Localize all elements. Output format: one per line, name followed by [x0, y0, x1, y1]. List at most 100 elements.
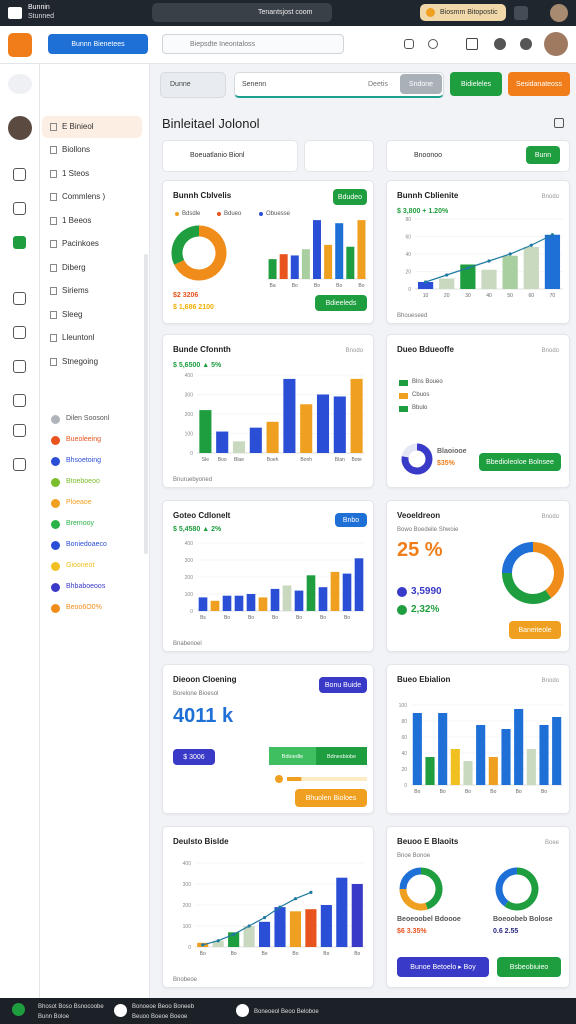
toolbar-button[interactable]: Bidieleles	[450, 72, 502, 96]
nav-item[interactable]: Diberg	[62, 262, 86, 272]
primary-button[interactable]: Bunnn Bienetees	[48, 34, 148, 54]
address-bar[interactable]	[152, 3, 332, 22]
card-button[interactable]: Bhuolen Bioloes	[295, 789, 367, 807]
tag-label[interactable]: Btoeboeoo	[66, 478, 100, 485]
card-button[interactable]: $ 3006	[173, 749, 215, 765]
card-button[interactable]: Baneiteole	[509, 621, 561, 639]
rail-icon[interactable]	[13, 458, 26, 471]
tag-label[interactable]: Boniedoaeco	[66, 541, 107, 548]
badge[interactable]: Bonu Buide	[319, 677, 367, 693]
x-tick-label: Bo	[465, 789, 471, 795]
menu-button[interactable]	[8, 74, 32, 94]
user-avatar[interactable]	[8, 116, 32, 140]
toolbar-button[interactable]: Sesidanateoss	[508, 72, 570, 96]
icon-rail	[0, 64, 40, 998]
bar	[294, 590, 304, 611]
filter-card[interactable]	[162, 140, 298, 172]
tag-label[interactable]: Ploeaoe	[66, 499, 92, 506]
nav-item[interactable]: Commlens )	[62, 192, 106, 201]
search-placeholder: Biepsdte Ineontaloss	[190, 41, 255, 48]
logo[interactable]	[8, 33, 32, 57]
rail-icon[interactable]	[13, 326, 26, 339]
badge[interactable]: Bnbo	[335, 513, 367, 527]
icon[interactable]	[520, 38, 532, 50]
expand-icon[interactable]	[554, 118, 564, 128]
bar	[488, 757, 498, 785]
bar	[523, 247, 539, 289]
icon[interactable]	[404, 39, 414, 49]
icon[interactable]	[466, 38, 478, 50]
search-input[interactable]	[162, 34, 344, 54]
select[interactable]	[160, 72, 226, 98]
tag-label[interactable]: Dilen Soosonl	[66, 415, 110, 422]
rail-icon[interactable]	[13, 424, 26, 437]
rail-icon[interactable]	[13, 292, 26, 305]
tag-label[interactable]: Giooneot	[66, 562, 95, 569]
rail-icon[interactable]	[13, 236, 26, 249]
card-chart: Bdioedle Bdnesbiobe	[269, 747, 367, 783]
line-point	[201, 943, 205, 947]
nav-item[interactable]: 1 Steos	[62, 168, 90, 178]
tag-label[interactable]: Bhbaboeoos	[66, 583, 106, 590]
account-pill[interactable]	[420, 4, 506, 21]
top-bar: Bunnin Stunned Tenantsjost coom Biosmm B…	[0, 0, 576, 26]
card-button[interactable]: Bsbeobiuieo	[497, 957, 561, 977]
profile[interactable]	[550, 4, 568, 22]
y-tick-label: 100	[399, 703, 408, 709]
stat: $35%	[437, 460, 455, 467]
bar	[351, 884, 363, 947]
nav-item[interactable]: Siriems	[62, 286, 89, 295]
nav-item[interactable]: Sleeg	[62, 309, 83, 319]
line-point	[550, 233, 555, 237]
bar	[270, 588, 280, 611]
legend-swatch	[217, 212, 221, 216]
search-text: Senenn	[242, 81, 267, 88]
ext-icon[interactable]	[514, 6, 528, 20]
icon[interactable]	[428, 39, 438, 49]
nav-item[interactable]: 1 Beeos	[62, 215, 92, 225]
icon[interactable]	[494, 38, 506, 50]
avatar[interactable]	[544, 32, 568, 56]
card-button[interactable]: Bbedioleoloe Bolnsee	[479, 453, 561, 471]
nav-item[interactable]: Pacinkoes	[62, 239, 99, 248]
tag-label[interactable]: Bremooy	[66, 520, 95, 527]
active-item[interactable]	[42, 116, 142, 138]
nav-item[interactable]: Stnegoing	[62, 356, 99, 366]
filter-card[interactable]	[304, 140, 374, 172]
x-tick-label: Bote	[351, 457, 362, 463]
card: 0 20 40 60 80 100 Bo Bo Bo Bo Bo Bo Bueo Ebialion Bno…	[386, 664, 570, 814]
nav-item[interactable]: Biollons	[62, 145, 91, 154]
nav-item[interactable]: Lleuntonl	[62, 333, 95, 342]
tag-label[interactable]: Bhsoetoing	[66, 457, 102, 464]
bar	[439, 278, 455, 289]
toolbar-button[interactable]: Sndone	[400, 74, 442, 94]
bar	[246, 594, 256, 611]
y-tick-label: 400	[185, 373, 194, 379]
legend-swatch	[399, 380, 408, 386]
badge[interactable]: Bdudeo	[333, 189, 367, 205]
tag-dot	[51, 520, 60, 529]
x-tick-label: Bo	[272, 615, 278, 621]
line	[202, 891, 312, 946]
bar	[460, 264, 476, 289]
bar	[279, 254, 288, 279]
rail-icon[interactable]	[13, 202, 26, 215]
tag-label[interactable]: Beoo6O0%	[66, 604, 102, 611]
card-button[interactable]: Bunoe Betoelo ▸ Boy	[397, 957, 489, 977]
bar	[346, 246, 355, 279]
line-point	[247, 924, 251, 928]
tag-dot	[51, 604, 60, 613]
filter-button[interactable]: Bunn	[526, 146, 560, 164]
x-tick-label: Bo	[292, 951, 298, 957]
item-icon	[50, 216, 57, 225]
rail-icon[interactable]	[13, 168, 26, 181]
rail-icon[interactable]	[13, 394, 26, 407]
stat: 2,32%	[411, 604, 440, 615]
bar	[357, 220, 366, 279]
rail-icon[interactable]	[13, 360, 26, 373]
nav-item[interactable]: E Binieol	[62, 122, 94, 131]
line-point	[445, 273, 449, 277]
bar	[243, 926, 255, 947]
tag-label[interactable]: Bueoleeing	[66, 436, 102, 443]
card-button[interactable]: Bdieeleds	[315, 295, 367, 311]
